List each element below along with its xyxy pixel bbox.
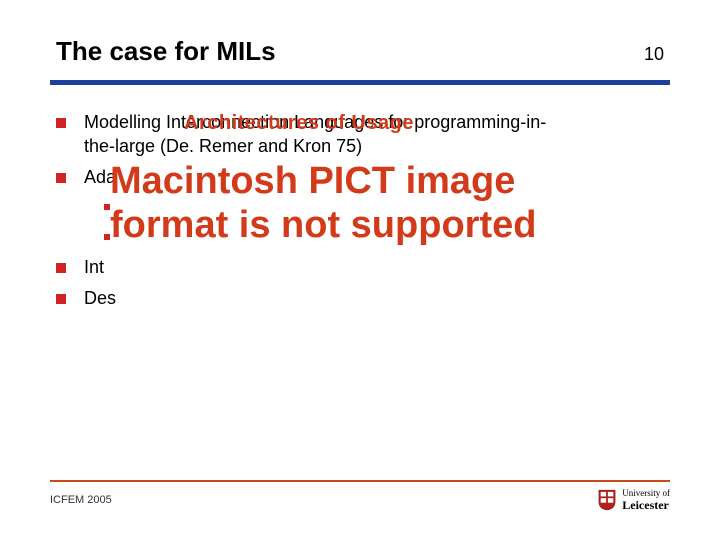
bullet-1-line2: the-large (De. Remer and Kron 75)	[84, 136, 362, 156]
shield-icon	[598, 489, 616, 511]
page-number: 10	[644, 44, 664, 65]
bullet-3: Int	[56, 255, 664, 279]
footer-divider	[50, 480, 670, 482]
bullet-3-text: Int	[84, 255, 104, 279]
overlay-heading: Architectures of Usage	[184, 112, 414, 135]
bullet-square-icon	[56, 294, 66, 304]
bullet-square-icon	[56, 173, 66, 183]
bullet-square-icon	[56, 263, 66, 273]
page-title: The case for MILs	[56, 36, 276, 67]
title-row: The case for MILs 10	[56, 36, 664, 67]
university-name: University of Leicester	[622, 489, 670, 512]
university-line2: Leicester	[622, 499, 670, 512]
footer: ICFEM 2005 University of Leicester	[50, 489, 670, 512]
footer-logo: University of Leicester	[598, 489, 670, 512]
pict-error-text: Macintosh PICT image format is not suppo…	[110, 160, 610, 247]
slide: The case for MILs 10 Modelling Interconn…	[0, 0, 720, 540]
title-underline	[50, 80, 670, 85]
pict-error-box: Macintosh PICT image format is not suppo…	[110, 160, 610, 247]
bullet-4-text: Des	[84, 286, 116, 310]
bullet-4: Des	[56, 286, 664, 310]
bullet-square-icon	[56, 118, 66, 128]
footer-left-text: ICFEM 2005	[50, 494, 112, 506]
